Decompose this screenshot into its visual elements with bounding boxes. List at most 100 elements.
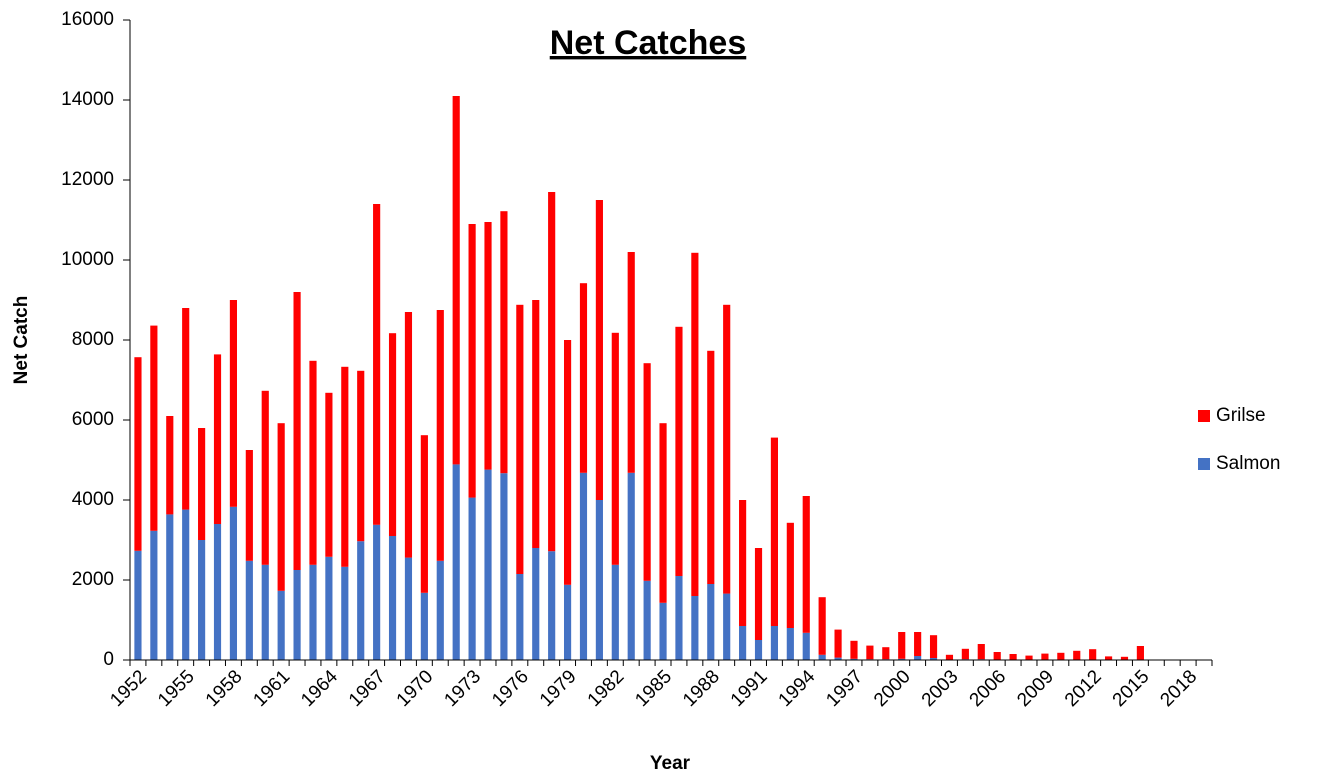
bar <box>229 300 238 507</box>
x-tick-label: 1982 <box>584 666 629 711</box>
bar <box>452 464 460 660</box>
legend-swatch <box>1198 410 1210 422</box>
bar <box>1104 656 1113 660</box>
bar <box>500 473 508 660</box>
x-tick-label: 2006 <box>966 666 1011 711</box>
x-tick-label: 1961 <box>249 666 294 711</box>
y-tick-label: 14000 <box>61 89 114 110</box>
bar <box>532 300 540 548</box>
x-tick-label: 1979 <box>536 666 581 711</box>
bar <box>993 652 1001 660</box>
bar <box>786 628 794 660</box>
bar <box>166 416 174 515</box>
bar <box>341 566 349 660</box>
x-tick-label: 1970 <box>393 666 438 711</box>
bar <box>1073 650 1081 660</box>
bar <box>914 632 922 656</box>
bar <box>404 312 413 558</box>
x-tick-label: 1994 <box>775 666 820 711</box>
bar <box>898 632 906 659</box>
y-tick-label: 0 <box>103 649 114 670</box>
bar <box>325 556 333 660</box>
bar <box>659 423 667 603</box>
bar <box>150 325 158 531</box>
bar <box>754 548 763 640</box>
y-tick-label: 2000 <box>72 569 114 590</box>
bar <box>420 592 428 660</box>
bar <box>643 580 651 660</box>
legend-label: Salmon <box>1216 453 1280 474</box>
bar <box>166 514 174 660</box>
x-tick-label: 1985 <box>631 666 676 711</box>
bar <box>818 654 826 660</box>
y-tick-label: 6000 <box>72 409 114 430</box>
bar <box>563 340 572 585</box>
x-tick-label: 1958 <box>202 666 247 711</box>
bar <box>786 522 794 628</box>
bar <box>182 308 190 510</box>
bar <box>388 333 397 536</box>
bar <box>627 472 635 660</box>
bar <box>1136 646 1144 660</box>
bar <box>373 204 381 525</box>
legend-swatch <box>1198 458 1210 470</box>
bar <box>198 428 206 540</box>
legend-label: Grilse <box>1216 405 1266 426</box>
bar <box>277 423 285 591</box>
x-tick-label: 2009 <box>1013 666 1058 711</box>
bar <box>404 557 413 660</box>
bar <box>643 363 651 581</box>
bar <box>1120 656 1129 660</box>
bar <box>850 658 858 660</box>
bar <box>357 541 365 660</box>
y-tick-label: 12000 <box>61 169 114 190</box>
bar <box>309 360 317 565</box>
bar <box>484 469 492 660</box>
y-tick-label: 16000 <box>61 9 114 30</box>
x-tick-label: 1988 <box>679 666 724 711</box>
bar <box>1009 654 1017 660</box>
bar <box>436 560 444 660</box>
bar <box>293 570 301 660</box>
bar <box>611 564 619 660</box>
bar <box>134 550 142 660</box>
x-tick-label: 2015 <box>1109 666 1154 711</box>
bar <box>579 472 588 660</box>
bar <box>420 435 428 593</box>
bar <box>277 590 285 660</box>
bar <box>229 506 238 660</box>
x-tick-label: 1973 <box>440 666 485 711</box>
bar <box>516 304 524 574</box>
bar <box>373 524 381 660</box>
bar <box>309 564 317 660</box>
bar <box>245 450 253 561</box>
bar <box>739 500 747 626</box>
bar <box>325 392 333 557</box>
bar <box>754 640 763 660</box>
bar <box>914 656 922 660</box>
bar <box>1025 655 1033 660</box>
bar <box>961 648 969 660</box>
bar <box>770 626 779 660</box>
x-tick-label: 1955 <box>154 666 199 711</box>
bar <box>707 584 715 660</box>
bar <box>866 645 874 660</box>
x-tick-label: 2012 <box>1061 666 1106 711</box>
bar <box>611 332 619 565</box>
x-axis-title: Year <box>650 753 691 774</box>
x-tick-label: 2018 <box>1156 666 1201 711</box>
bar <box>436 310 444 561</box>
bar <box>802 496 810 633</box>
y-tick-label: 8000 <box>72 329 114 350</box>
bar <box>213 354 222 524</box>
bar <box>293 292 301 570</box>
x-tick-label: 2003 <box>918 666 963 711</box>
bar <box>1041 653 1049 660</box>
bar <box>1089 649 1097 660</box>
y-axis-title: Net Catch <box>11 296 32 385</box>
x-tick-label: 1967 <box>345 666 390 711</box>
bar <box>929 658 938 660</box>
bar <box>357 370 365 542</box>
bar <box>341 366 349 567</box>
